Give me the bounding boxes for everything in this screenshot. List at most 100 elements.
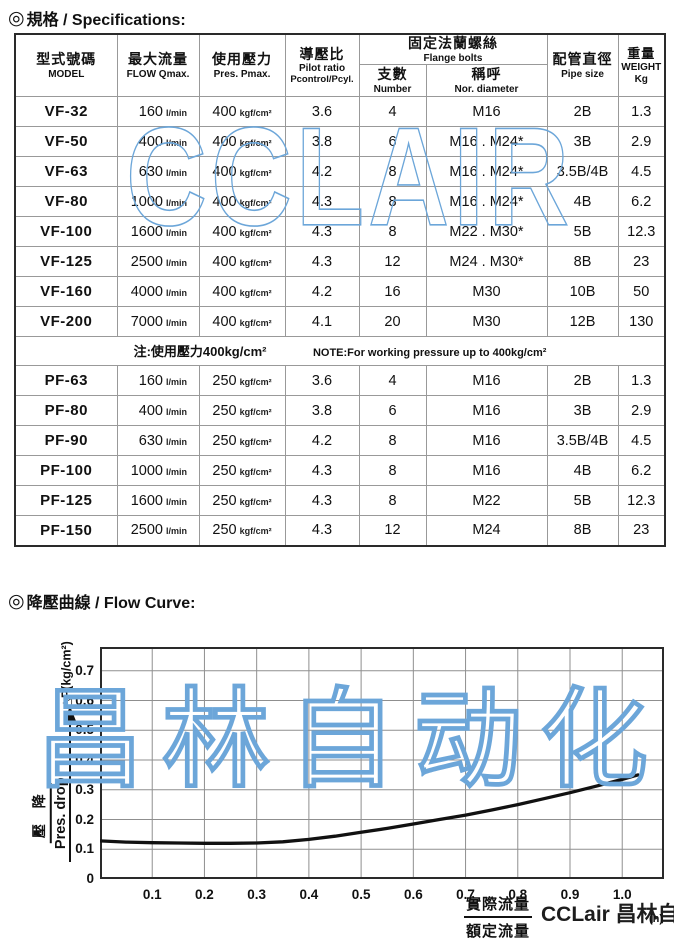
cell-pressure: 400 kgf/cm² — [198, 216, 286, 247]
bullseye-icon: ◎ — [8, 590, 25, 612]
flow-unit: l/min — [165, 317, 187, 328]
cell-weight: 23 — [617, 515, 666, 546]
table-row: PF-150 2500 l/min 250 kgf/cm² 4.3 12 M24 8B 23 — [14, 515, 666, 546]
header-weight: 重量 WEIGHT Kg — [617, 33, 666, 97]
cell-weight: 23 — [617, 246, 666, 277]
footer-watermark: CCLair 昌林自动化 — [541, 903, 674, 926]
pressure-value: 250 — [212, 492, 237, 509]
cell-pilot: 4.2 — [284, 156, 360, 187]
header-nor-zh: 稱呼 — [471, 66, 502, 82]
flow-value: 7000 — [130, 313, 163, 330]
pressure-unit: kgf/cm² — [239, 466, 272, 477]
flow-curve-heading: ◎ 降壓曲線 / Flow Curve: — [8, 589, 196, 613]
flow-value: 1600 — [130, 223, 163, 240]
cell-weight: 12.3 — [617, 216, 666, 247]
y-tick-label: 0.3 — [75, 781, 94, 797]
cell-flow: 400 l/min — [116, 126, 200, 157]
cell-weight: 4.5 — [617, 425, 666, 456]
header-pipe-en: Pipe size — [561, 68, 604, 80]
pressure-unit: kgf/cm² — [239, 167, 272, 178]
flow-unit: l/min — [165, 137, 187, 148]
pressure-unit: kgf/cm² — [239, 496, 272, 507]
cell-flow: 160 l/min — [116, 365, 200, 396]
cell-number: 16 — [358, 276, 427, 307]
pressure-unit: kgf/cm² — [239, 526, 272, 537]
plot-area — [100, 647, 664, 879]
y-tick-label: 0.1 — [75, 841, 94, 857]
pressure-value: 400 — [212, 103, 237, 120]
cell-nor: M22 — [425, 485, 548, 516]
cell-pilot: 4.3 — [284, 246, 360, 277]
pressure-value: 400 — [212, 313, 237, 330]
flow-curve-svg — [100, 647, 664, 879]
cell-nor: M16 — [425, 365, 548, 396]
pressure-value: 400 — [212, 193, 237, 210]
cell-number: 8 — [358, 186, 427, 217]
header-flange-zh: 固定法蘭螺絲 — [408, 35, 498, 51]
cell-pressure: 250 kgf/cm² — [198, 515, 286, 546]
cell-pipe: 12B — [546, 306, 619, 337]
flow-unit: l/min — [165, 406, 187, 417]
cell-pressure: 400 kgf/cm² — [198, 126, 286, 157]
x-tick-label: 0.3 — [247, 887, 267, 902]
flow-unit: l/min — [165, 287, 187, 298]
y-tick-label: 0.5 — [75, 722, 94, 738]
pressure-unit: kgf/cm² — [239, 376, 272, 387]
header-pressure-zh: 使用壓力 — [212, 51, 272, 67]
cell-model: PF-80 — [14, 395, 118, 426]
cell-pilot: 3.6 — [284, 365, 360, 396]
pressure-unit: kgf/cm² — [239, 406, 272, 417]
cell-weight: 2.9 — [617, 126, 666, 157]
pressure-unit: kgf/cm² — [239, 287, 272, 298]
cell-number: 6 — [358, 395, 427, 426]
flow-unit: l/min — [165, 257, 187, 268]
x-axis-symbol: (n) — [649, 913, 664, 925]
cell-pressure: 400 kgf/cm² — [198, 186, 286, 217]
header-model-en: MODEL — [48, 68, 85, 80]
table-row: PF-125 1600 l/min 250 kgf/cm² 4.3 8 M22 5B 12.3 — [14, 485, 666, 516]
cell-pressure: 400 kgf/cm² — [198, 306, 286, 337]
header-nor-en: Nor. diameter — [454, 83, 519, 95]
cell-nor: M16 — [425, 395, 548, 426]
cell-pilot: 3.8 — [284, 126, 360, 157]
header-bolt-number: 支數 Number — [358, 64, 427, 97]
flow-unit: l/min — [165, 167, 187, 178]
cell-flow: 4000 l/min — [116, 276, 200, 307]
cell-pressure: 250 kgf/cm² — [198, 425, 286, 456]
flow-value: 630 — [138, 432, 163, 449]
flow-unit: l/min — [165, 526, 187, 537]
table-row: VF-63 630 l/min 400 kgf/cm² 4.2 8 M16 . M24* 3.5… — [14, 156, 666, 187]
header-pressure: 使用壓力 Pres. Pmax. — [198, 33, 286, 97]
cell-pipe: 8B — [546, 246, 619, 277]
pressure-unit: kgf/cm² — [239, 137, 272, 148]
cell-pipe: 5B — [546, 216, 619, 247]
flow-value: 630 — [138, 163, 163, 180]
header-model: 型式號碼 MODEL — [14, 33, 118, 97]
pressure-unit: kgf/cm² — [239, 436, 272, 447]
table-row: VF-160 4000 l/min 400 kgf/cm² 4.2 16 M30 10B 50 — [14, 276, 666, 307]
cell-pilot: 4.1 — [284, 306, 360, 337]
cell-nor: M24 — [425, 515, 548, 546]
header-weight-en: WEIGHT — [621, 62, 662, 74]
header-pipe-size: 配管直徑 Pipe size — [546, 33, 619, 97]
x-tick-label: 0.9 — [560, 887, 580, 902]
cell-model: VF-125 — [14, 246, 118, 277]
cell-flow: 2500 l/min — [116, 246, 200, 277]
cell-pilot: 4.3 — [284, 216, 360, 247]
header-flow: 最大流量 FLOW Qmax. — [116, 33, 200, 97]
y-tick-label: 0.2 — [75, 811, 94, 827]
cell-pipe: 3.5B/4B — [546, 156, 619, 187]
cell-pipe: 10B — [546, 276, 619, 307]
flow-value: 1600 — [130, 492, 163, 509]
cell-nor: M16 — [425, 425, 548, 456]
cell-nor: M16 — [425, 96, 548, 127]
cell-pipe: 3B — [546, 126, 619, 157]
flow-value: 4000 — [130, 283, 163, 300]
cell-nor: M30 — [425, 276, 548, 307]
cell-pipe: 2B — [546, 96, 619, 127]
cell-model: VF-63 — [14, 156, 118, 187]
cell-pilot: 3.6 — [284, 96, 360, 127]
cell-number: 6 — [358, 126, 427, 157]
y-tick-label: 0.4 — [75, 752, 94, 768]
header-pilot-zh: 導壓比 — [299, 45, 345, 62]
